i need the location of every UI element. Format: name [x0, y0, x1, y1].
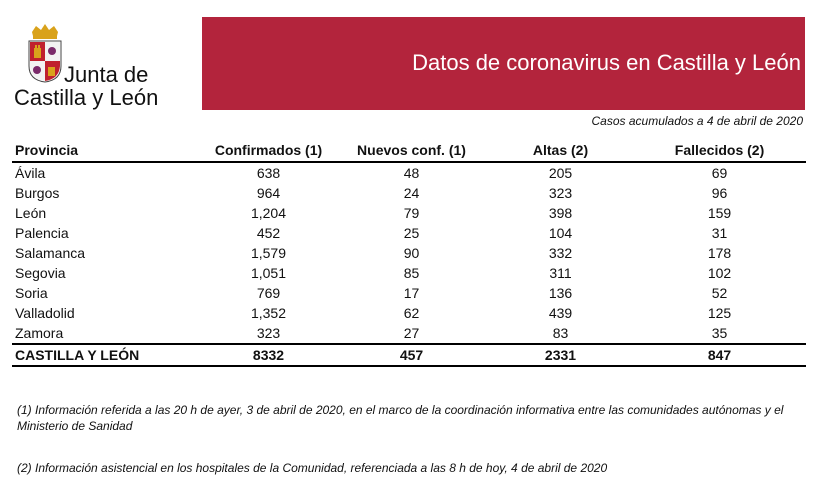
cell-fallecidos: 96: [711, 185, 728, 201]
logo-text-line2: Castilla y León: [14, 85, 159, 110]
table-row: Valladolid 1,352 62 439 125: [12, 303, 806, 323]
table-row: Burgos 964 24 323 96: [12, 183, 806, 203]
cell-altas: 323: [548, 185, 573, 201]
cell-confirmados: 1,352: [250, 305, 287, 321]
logo-text-line1: Junta de: [64, 62, 149, 87]
cell-provincia: Valladolid: [15, 305, 75, 321]
cell-altas: 439: [548, 305, 573, 321]
table-row: Palencia 452 25 104 31: [12, 223, 806, 243]
header-fallecidos: Fallecidos (2): [633, 140, 806, 163]
table-row: Zamora 323 27 83 35: [12, 323, 806, 344]
total-fallecidos: 847: [633, 343, 806, 367]
cell-confirmados: 964: [256, 185, 281, 201]
cell-provincia: Salamanca: [15, 245, 86, 261]
header-confirmados: Confirmados (1): [202, 140, 335, 163]
total-label: CASTILLA Y LEÓN: [12, 343, 202, 367]
cell-nuevos: 85: [403, 265, 420, 281]
cell-altas: 104: [548, 225, 573, 241]
table-row: León 1,204 79 398 159: [12, 203, 806, 223]
header-nuevos: Nuevos conf. (1): [335, 140, 488, 163]
cell-altas: 136: [548, 285, 573, 301]
cell-provincia: Segovia: [15, 265, 66, 281]
header-provincia: Provincia: [12, 140, 202, 163]
cell-fallecidos: 31: [711, 225, 728, 241]
cell-provincia: Zamora: [15, 325, 64, 341]
cell-altas: 398: [548, 205, 573, 221]
cell-provincia: Palencia: [15, 225, 69, 241]
table-total-row: CASTILLA Y LEÓN 8332 457 2331 847: [12, 343, 806, 367]
date-subtitle: Casos acumulados a 4 de abril de 2020: [591, 114, 803, 128]
table-header-row: Provincia Confirmados (1) Nuevos conf. (…: [12, 140, 806, 163]
total-nuevos: 457: [335, 343, 488, 367]
cell-nuevos: 24: [403, 185, 420, 201]
table-row: Salamanca 1,579 90 332 178: [12, 243, 806, 263]
cell-provincia: Soria: [15, 285, 48, 301]
header-banner: Datos de coronavirus en Castilla y León: [202, 17, 805, 110]
page-title: Datos de coronavirus en Castilla y León: [412, 50, 801, 75]
cell-confirmados: 769: [256, 285, 281, 301]
cell-fallecidos: 69: [711, 165, 728, 181]
cell-confirmados: 452: [256, 225, 281, 241]
cell-provincia: Ávila: [15, 165, 46, 181]
cell-fallecidos: 178: [707, 245, 732, 261]
table-row: Segovia 1,051 85 311 102: [12, 263, 806, 283]
cell-fallecidos: 35: [711, 325, 728, 341]
cell-confirmados: 1,051: [250, 265, 287, 281]
junta-logo: Junta de Castilla y León: [12, 22, 202, 112]
cell-provincia: León: [15, 205, 47, 221]
total-confirmados: 8332: [202, 343, 335, 367]
cell-fallecidos: 159: [707, 205, 732, 221]
cell-altas: 311: [549, 265, 572, 281]
cell-nuevos: 48: [403, 165, 420, 181]
cell-fallecidos: 52: [711, 285, 728, 301]
cell-fallecidos: 125: [707, 305, 732, 321]
cases-table: Provincia Confirmados (1) Nuevos conf. (…: [12, 140, 806, 367]
cell-nuevos: 17: [403, 285, 420, 301]
cell-nuevos: 79: [403, 205, 420, 221]
coat-of-arms-icon: [28, 24, 62, 83]
table-row: Ávila 638 48 205 69: [12, 162, 806, 183]
cell-altas: 332: [548, 245, 573, 261]
cell-provincia: Burgos: [15, 185, 60, 201]
cell-confirmados: 1,204: [250, 205, 287, 221]
total-altas: 2331: [488, 343, 633, 367]
cell-altas: 205: [548, 165, 573, 181]
cell-fallecidos: 102: [707, 265, 732, 281]
cell-altas: 83: [552, 325, 569, 341]
cell-nuevos: 25: [403, 225, 420, 241]
cell-confirmados: 638: [256, 165, 281, 181]
header-altas: Altas (2): [488, 140, 633, 163]
cell-nuevos: 27: [403, 325, 420, 341]
cell-confirmados: 1,579: [250, 245, 287, 261]
cell-nuevos: 62: [403, 305, 420, 321]
footnote-2: (2) Información asistencial en los hospi…: [17, 461, 608, 475]
cell-confirmados: 323: [256, 325, 281, 341]
footnote-1: (1) Información referida a las 20 h de a…: [17, 403, 784, 433]
cell-nuevos: 90: [403, 245, 420, 261]
table-row: Soria 769 17 136 52: [12, 283, 806, 303]
